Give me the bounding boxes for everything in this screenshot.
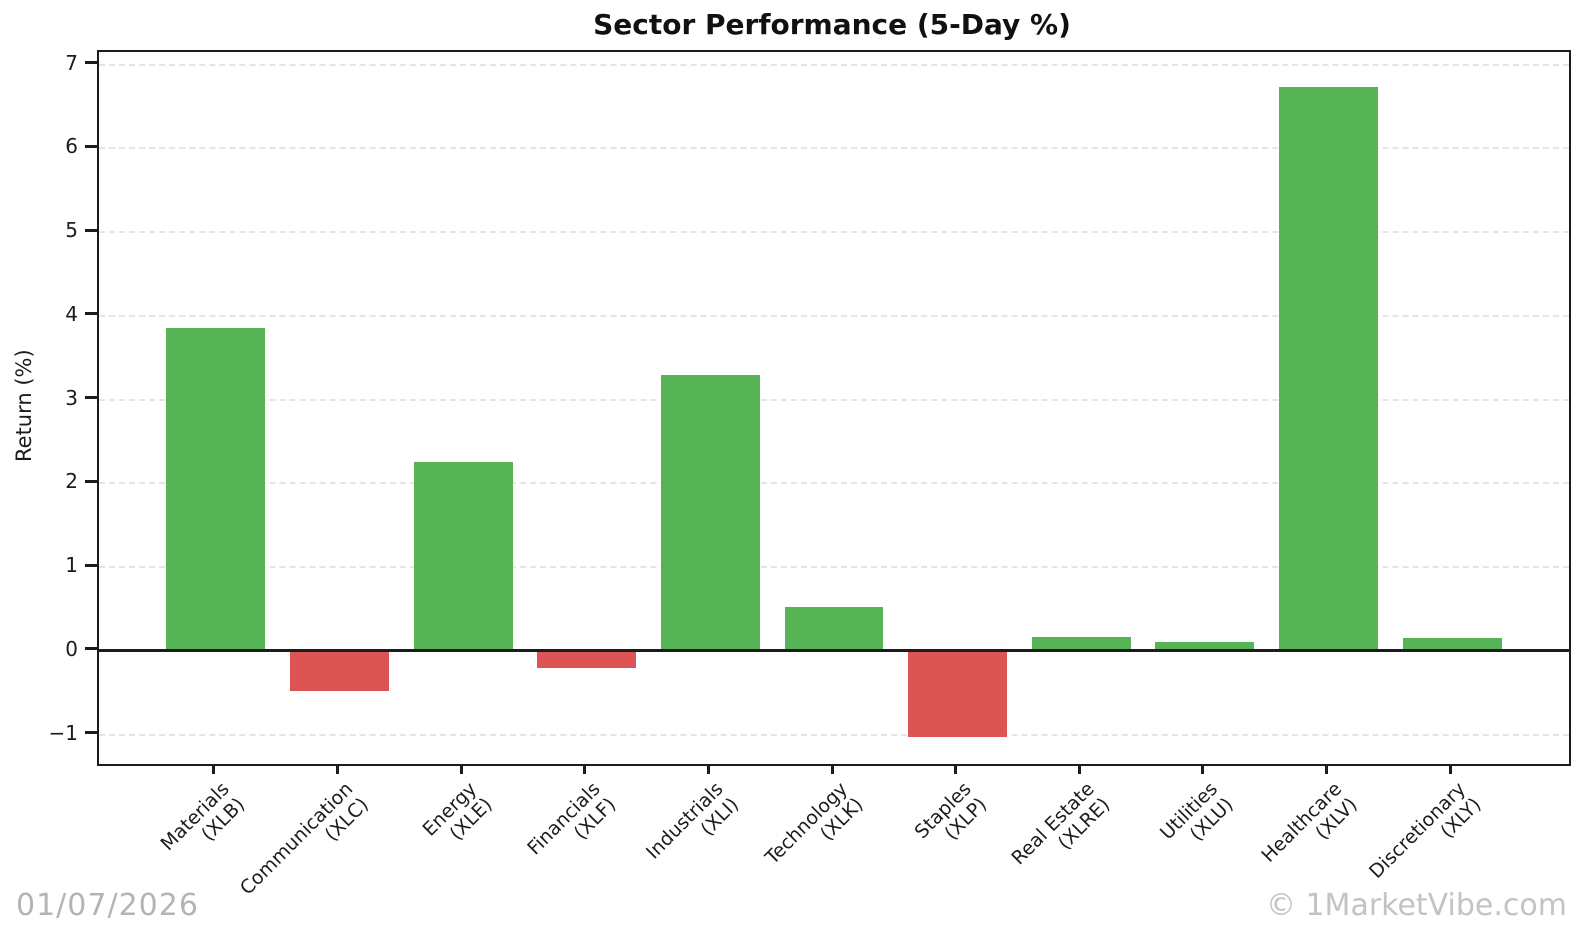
bar-industrials bbox=[660, 375, 760, 651]
plot-area bbox=[97, 50, 1571, 766]
x-tick-label-materials: Materials (XLB) bbox=[156, 778, 249, 871]
x-tick-mark bbox=[1325, 764, 1328, 774]
x-tick-label-energy: Energy (XLE) bbox=[418, 778, 497, 857]
x-tick-label-healthcare: Healthcare (XLV) bbox=[1257, 778, 1362, 883]
y-tick-mark bbox=[85, 563, 97, 567]
y-tick-mark bbox=[85, 312, 97, 316]
x-tick-mark bbox=[706, 764, 710, 774]
bar-communication bbox=[290, 650, 389, 692]
x-tick-mark bbox=[1077, 764, 1081, 774]
gridline-y-5 bbox=[99, 231, 1569, 234]
gridline-y-2 bbox=[99, 482, 1569, 485]
y-tick-label: 1 bbox=[65, 553, 78, 578]
chart-title: Sector Performance (5-Day %) bbox=[593, 8, 1071, 41]
x-tick-label-financials: Financials (XLF) bbox=[523, 778, 621, 876]
gridline-y-7 bbox=[99, 63, 1569, 66]
bar-healthcare bbox=[1279, 87, 1378, 651]
x-tick-mark bbox=[830, 764, 834, 774]
x-tick-label-utilities: Utilities (XLU) bbox=[1156, 778, 1238, 860]
zero-line bbox=[99, 649, 1569, 653]
x-tick-mark bbox=[1201, 764, 1205, 774]
y-tick-mark bbox=[85, 731, 97, 735]
gridline-y-3 bbox=[99, 398, 1569, 401]
bar-technology bbox=[784, 606, 884, 651]
x-tick-label-communication: Communication (XLC) bbox=[236, 778, 374, 916]
y-tick-mark bbox=[85, 61, 97, 65]
y-tick-mark bbox=[85, 396, 97, 400]
footer-watermark: © 1MarketVibe.com bbox=[1265, 888, 1567, 923]
y-tick-label: 6 bbox=[65, 134, 78, 159]
x-tick-mark bbox=[212, 764, 216, 774]
x-tick-mark bbox=[1448, 764, 1452, 774]
y-tick-label: 5 bbox=[65, 218, 78, 243]
gridline-y-4 bbox=[99, 314, 1569, 317]
x-tick-label-technology: Technology (XLK) bbox=[761, 778, 868, 885]
bar-materials bbox=[166, 328, 266, 651]
bar-staples bbox=[908, 650, 1008, 738]
gridline-y-6 bbox=[99, 147, 1569, 150]
y-tick-label: 7 bbox=[65, 50, 78, 75]
x-tick-label-industrials: Industrials (XLI) bbox=[642, 778, 744, 880]
y-tick-label: 4 bbox=[65, 301, 78, 326]
y-tick-label: 2 bbox=[65, 469, 78, 494]
x-tick-label-staples: Staples (XLP) bbox=[910, 778, 991, 859]
x-tick-mark bbox=[583, 764, 587, 774]
y-tick-mark bbox=[85, 479, 97, 483]
y-tick-label: −1 bbox=[48, 720, 78, 745]
bar-utilities bbox=[1155, 641, 1255, 651]
y-tick-mark bbox=[85, 228, 97, 232]
bar-energy bbox=[413, 461, 513, 651]
y-tick-label: 0 bbox=[65, 636, 78, 661]
x-tick-mark bbox=[954, 764, 958, 774]
bar-discretionary bbox=[1402, 637, 1502, 651]
x-tick-mark bbox=[459, 764, 463, 774]
footer-date: 01/07/2026 bbox=[16, 888, 199, 923]
x-tick-label-real-estate: Real Estate (XLRE) bbox=[1007, 778, 1114, 885]
x-tick-label-discretionary: Discretionary (XLY) bbox=[1365, 778, 1486, 899]
gridline-y-1 bbox=[99, 566, 1569, 569]
bar-financials bbox=[537, 650, 637, 669]
gridline-y--1 bbox=[99, 733, 1569, 736]
bar-real-estate bbox=[1031, 636, 1131, 651]
x-tick-mark bbox=[335, 764, 339, 774]
y-tick-mark bbox=[85, 144, 97, 148]
y-tick-mark bbox=[85, 647, 97, 651]
y-tick-label: 3 bbox=[65, 385, 78, 410]
